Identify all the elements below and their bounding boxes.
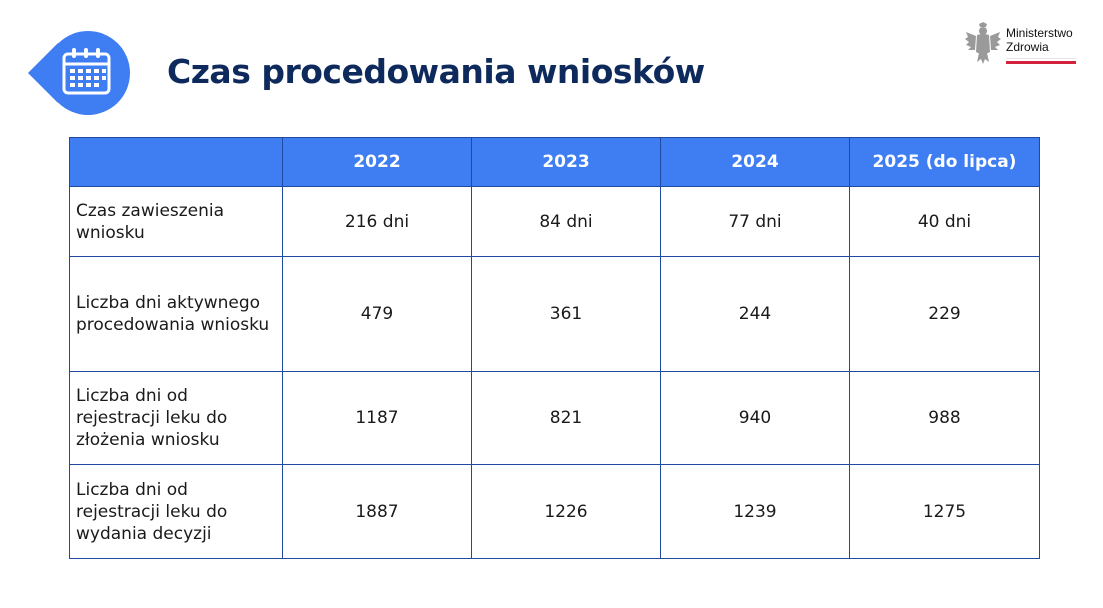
- ministry-name-line1: Ministerstwo: [1006, 26, 1073, 40]
- column-header-2025: 2025 (do lipca): [849, 137, 1040, 187]
- calendar-badge: [24, 27, 130, 117]
- table-cell: 940: [660, 371, 850, 465]
- page-title: Czas procedowania wniosków: [167, 52, 705, 91]
- table-cell: 1239: [660, 464, 850, 559]
- row-label: Liczba dni od rejestracji leku do wydani…: [69, 464, 283, 559]
- table-row: Liczba dni od rejestracji leku do złożen…: [69, 371, 1040, 465]
- table-cell: 988: [849, 371, 1040, 465]
- table-cell: 244: [660, 256, 850, 372]
- polish-flag-stripe: [1006, 58, 1076, 64]
- table-cell: 479: [282, 256, 472, 372]
- table-cell: 40 dni: [849, 186, 1040, 257]
- ministry-name-line2: Zdrowia: [1006, 40, 1049, 54]
- table-cell: 1887: [282, 464, 472, 559]
- table-cell: 84 dni: [471, 186, 661, 257]
- table-cell: 821: [471, 371, 661, 465]
- table-cell: 216 dni: [282, 186, 472, 257]
- processing-time-table: 2022 2023 2024 2025 (do lipca) Czas zawi…: [69, 137, 1040, 559]
- column-header-2023: 2023: [471, 137, 661, 187]
- table-row: Czas zawieszenia wniosku 216 dni 84 dni …: [69, 186, 1040, 257]
- table-cell: 1275: [849, 464, 1040, 559]
- row-label: Liczba dni aktywnego procedowania wniosk…: [69, 256, 283, 372]
- table-cell: 1226: [471, 464, 661, 559]
- column-header-2022: 2022: [282, 137, 472, 187]
- table-header-row: 2022 2023 2024 2025 (do lipca): [69, 137, 1040, 187]
- table-cell: 77 dni: [660, 186, 850, 257]
- table-cell: 229: [849, 256, 1040, 372]
- eagle-emblem-icon: [965, 22, 1001, 64]
- ministry-name: Ministerstwo Zdrowia: [1006, 26, 1073, 54]
- table-row: Liczba dni od rejestracji leku do wydani…: [69, 464, 1040, 559]
- calendar-icon: [28, 31, 130, 115]
- column-header-empty: [69, 137, 283, 187]
- table-row: Liczba dni aktywnego procedowania wniosk…: [69, 256, 1040, 372]
- ministry-logo: Ministerstwo Zdrowia: [962, 22, 1080, 70]
- row-label: Liczba dni od rejestracji leku do złożen…: [69, 371, 283, 465]
- row-label: Czas zawieszenia wniosku: [69, 186, 283, 257]
- table-cell: 1187: [282, 371, 472, 465]
- table-cell: 361: [471, 256, 661, 372]
- column-header-2024: 2024: [660, 137, 850, 187]
